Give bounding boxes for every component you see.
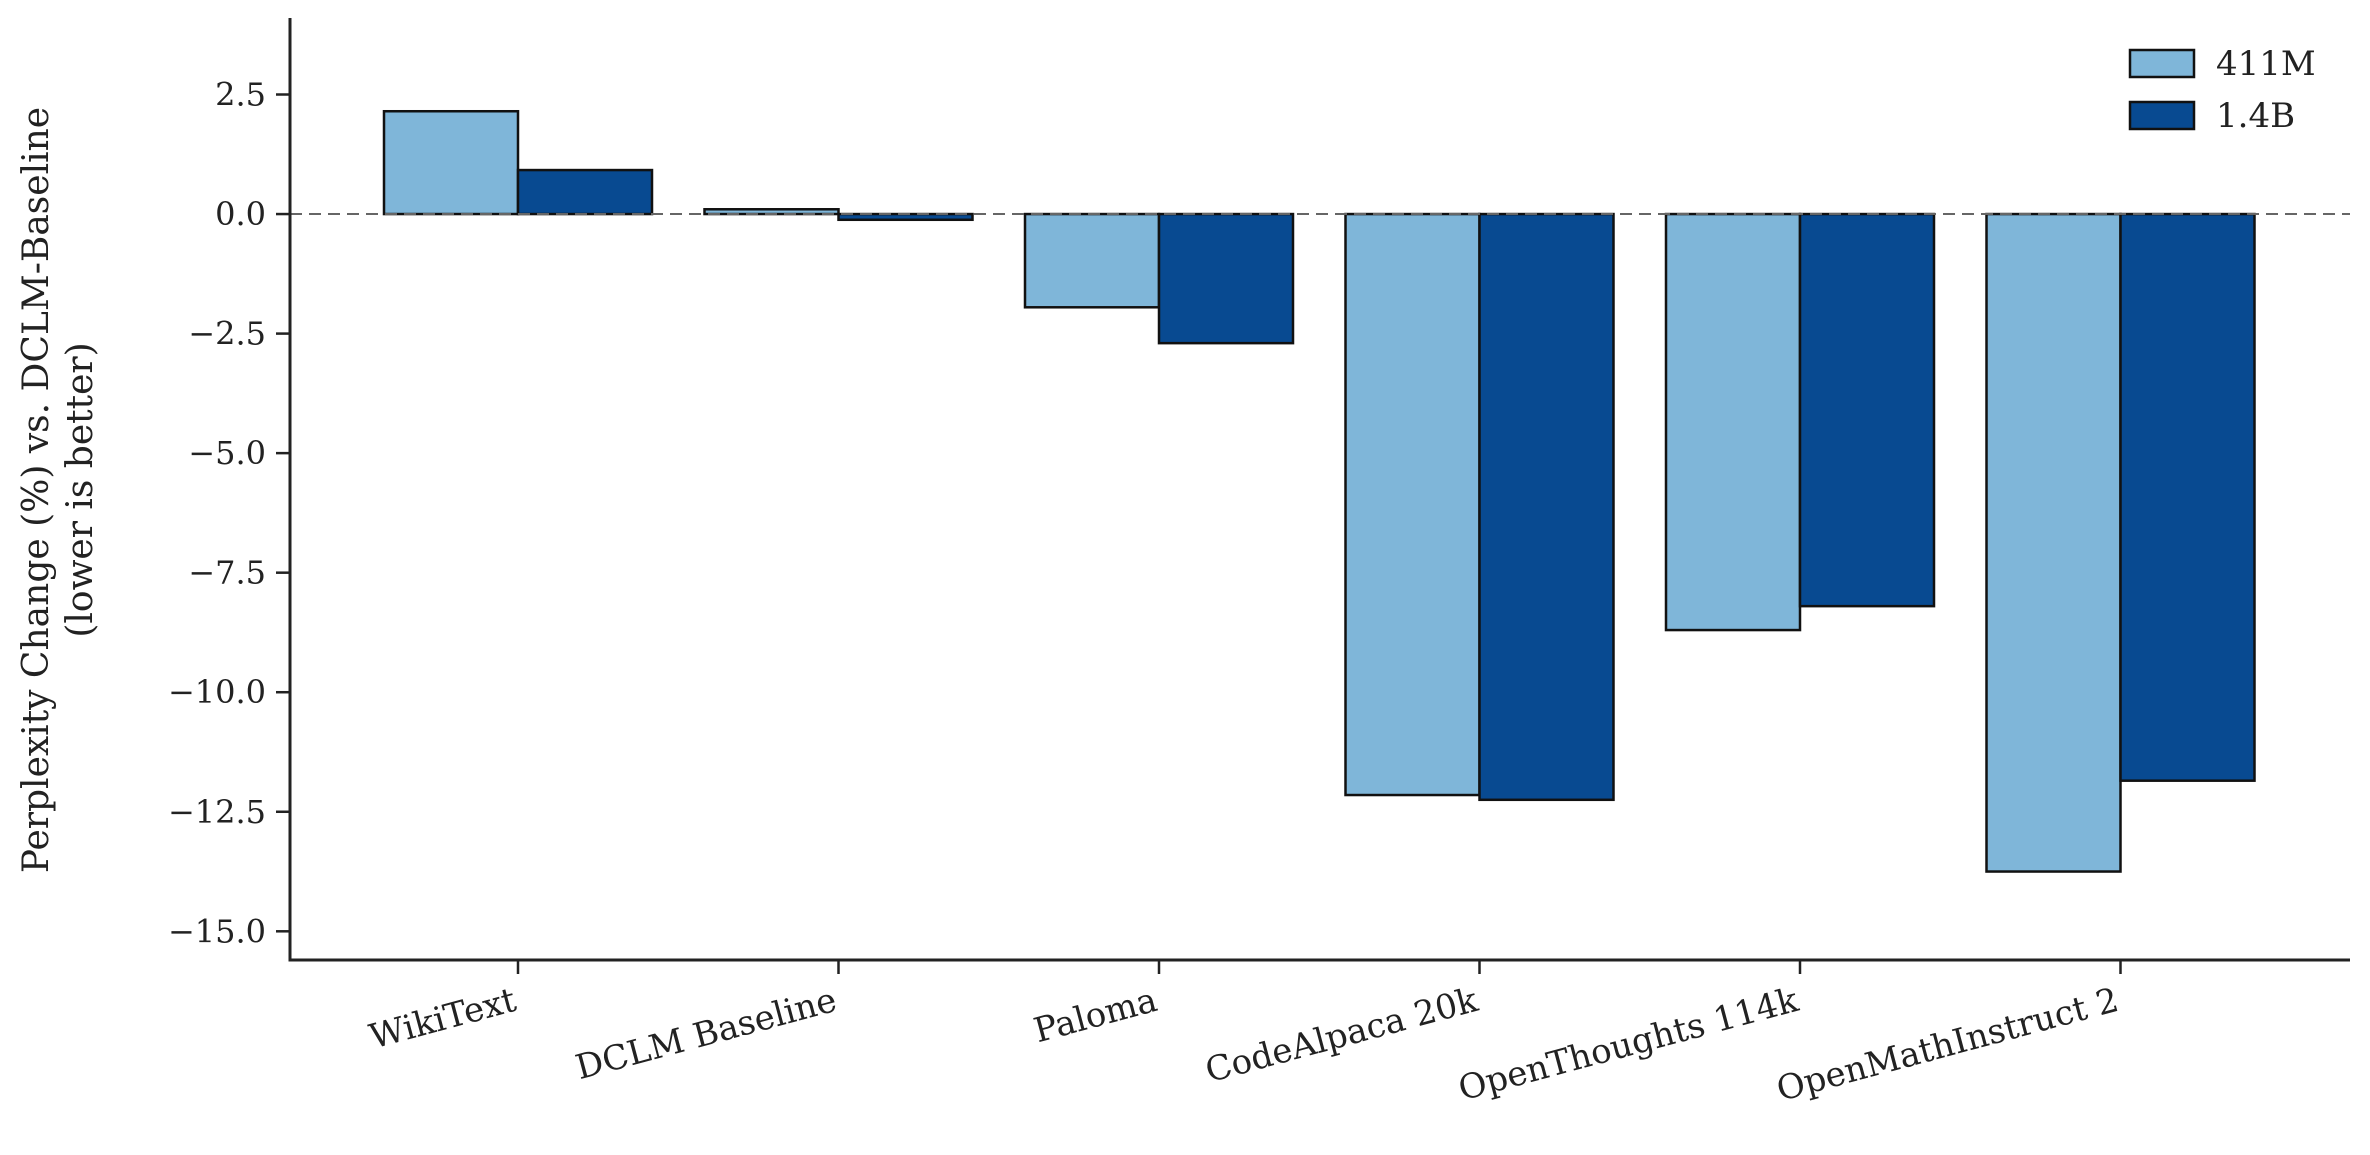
y-axis-title-line2: (lower is better) (60, 342, 101, 637)
bar-411M-openthoughts-114k (1664, 212, 1802, 632)
x-tick-label: CodeAlpaca 20k (1201, 980, 1482, 1091)
x-ticks-layer: WikiText DCLM Baseline Paloma CodeAlpaca 20… (365, 960, 2123, 1110)
bar-411M-wikitext (382, 109, 520, 216)
y-tick-label: 0.0 (215, 195, 266, 233)
legend: 411M 1.4B (2128, 44, 2316, 136)
bar-1.4B-paloma (1157, 212, 1295, 345)
y-tick-label: −15.0 (168, 912, 266, 950)
axes-layer (288, 18, 2350, 962)
y-tick-label: −10.0 (168, 673, 266, 711)
y-ticks-layer: 2.5 0.0 −2.5 −5.0 −7.5 −10.0 −12.5 −15.0 (168, 76, 290, 950)
x-tick-label: Paloma (1030, 980, 1162, 1051)
bar-1.4B-openmathinstruct-2 (2119, 212, 2256, 782)
y-tick-label: −12.5 (168, 793, 266, 831)
y-axis-title-line1: Perplexity Change (%) vs. DCLM-Baseline (16, 107, 57, 873)
y-tick-label: 2.5 (215, 76, 266, 114)
legend-label-411M: 411M (2216, 44, 2316, 84)
x-tick-label: OpenMathInstruct 2 (1772, 980, 2122, 1110)
x-tick-label: WikiText (365, 980, 520, 1057)
bar-411M-openmathinstruct-2 (1985, 212, 2122, 873)
y-tick-label: −2.5 (188, 315, 266, 353)
bar-411M-paloma (1023, 212, 1161, 309)
legend-swatch-411M (2128, 48, 2196, 79)
bar-1.4B-wikitext (516, 168, 654, 216)
bars-layer (382, 109, 2256, 873)
legend-label-1.4B: 1.4B (2216, 96, 2295, 136)
y-tick-label: −5.0 (188, 434, 266, 472)
x-tick-label: OpenThoughts 114k (1454, 980, 1803, 1109)
bar-411M-codealpaca-20k (1344, 212, 1481, 797)
x-tick-label: DCLM Baseline (572, 980, 841, 1088)
bar-1.4B-openthoughts-114k (1798, 212, 1936, 608)
y-tick-label: −7.5 (188, 554, 266, 592)
bar-1.4B-codealpaca-20k (1478, 212, 1615, 802)
legend-swatch-1.4B (2128, 100, 2196, 131)
